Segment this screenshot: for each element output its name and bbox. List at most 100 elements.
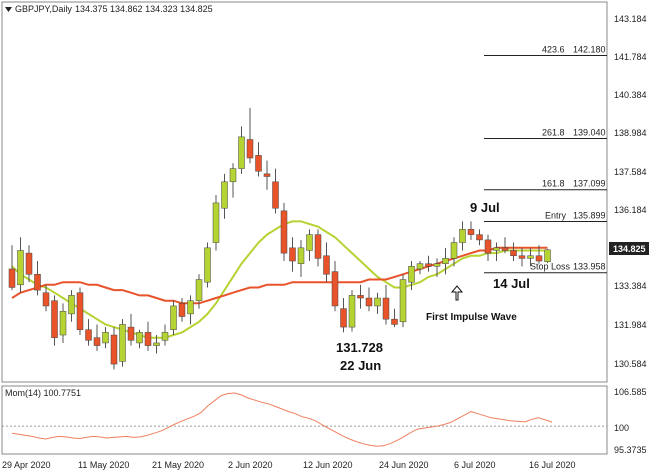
candle [433, 258, 441, 277]
date-tick-7: 6 Jul 2020 [454, 460, 496, 470]
candle [399, 274, 407, 328]
date-tick-3: 21 May 2020 [152, 460, 204, 470]
fib-price: 142.180 [573, 45, 606, 55]
fibonacci-levels: 423.6 142.180 261.8 139.040 161.8 137.099 Entr… [484, 45, 607, 274]
candle [204, 242, 211, 288]
candle [170, 300, 177, 336]
candle-body [391, 318, 398, 325]
candle-body [544, 249, 551, 262]
candle-body [272, 181, 279, 209]
date-tick-8: 16 Jul 2020 [529, 460, 576, 470]
candle [289, 237, 296, 272]
price-tick-2: 141.784 [614, 52, 647, 62]
candle-body [408, 266, 415, 283]
momentum-line [2, 392, 607, 447]
collapse-triangle-icon[interactable] [5, 7, 12, 12]
moving-averages [11, 220, 548, 339]
candle-body [433, 263, 441, 267]
candle-body [51, 300, 58, 338]
candle-body [306, 234, 313, 251]
candle [484, 234, 492, 262]
candle-body [501, 247, 509, 251]
candle [459, 221, 466, 251]
candle-body [493, 247, 500, 251]
candle-body [221, 181, 228, 209]
candle-body [212, 202, 220, 243]
candle [17, 237, 24, 293]
candle [42, 284, 50, 312]
price-tick-6: 136.184 [614, 205, 647, 215]
candle [518, 247, 526, 267]
candle [195, 274, 203, 309]
jul14-annotation: 14 Jul [493, 276, 530, 291]
candle [212, 195, 220, 251]
momentum-pane-frame [1, 385, 608, 455]
candle-body [102, 332, 109, 344]
candle-body [76, 292, 84, 330]
candle-body [153, 342, 160, 346]
candle-body [68, 295, 75, 315]
fib-price: 135.899 [573, 210, 606, 220]
candle [93, 324, 101, 351]
candle-body [17, 250, 24, 286]
candle [314, 229, 322, 267]
candle-body [144, 332, 152, 346]
candle [527, 247, 534, 267]
candle [306, 229, 313, 262]
candle-body [110, 334, 118, 365]
candle-body [127, 326, 135, 341]
price-tick-9: 130.584 [614, 359, 647, 369]
candle-body [263, 173, 271, 177]
candle [340, 298, 347, 333]
candle [153, 335, 160, 354]
candle [51, 295, 58, 346]
momentum-series [11, 392, 553, 447]
candle [348, 290, 356, 332]
price-tick-7: 133.384 [614, 281, 647, 291]
candle [365, 287, 373, 312]
low-price-annotation: 131.728 [336, 340, 383, 355]
date-tick-2: 11 May 2020 [78, 460, 129, 470]
price-tick-1: 143.184 [614, 14, 647, 24]
candle [110, 327, 118, 370]
price-tick-8: 131.984 [614, 320, 647, 330]
candle-body [161, 332, 169, 341]
candle [263, 160, 271, 190]
candle-body [280, 210, 288, 254]
candle-body [85, 329, 92, 341]
price-tick-3: 140.384 [614, 90, 647, 100]
candle-body [178, 303, 186, 317]
price-tick-5: 137.584 [614, 167, 647, 177]
candle [476, 229, 483, 246]
momentum-tick-top: 106.585 [614, 387, 647, 397]
candle-body [42, 292, 50, 307]
candle [136, 329, 143, 349]
candle-body [510, 250, 517, 257]
current-price-label: 134.825 [613, 244, 646, 254]
candle [25, 245, 33, 283]
candle-body [450, 242, 458, 259]
candle-body [187, 300, 194, 315]
candle [272, 168, 279, 214]
symbol-label: GBPJPY,Daily [15, 4, 72, 14]
candle-body [416, 263, 424, 270]
low-date-annotation: 22 Jun [340, 358, 381, 373]
candle [357, 284, 364, 309]
candle [382, 284, 390, 325]
candle-body [382, 297, 390, 320]
candle-body [323, 255, 330, 275]
candle-body [246, 139, 254, 159]
candle [416, 261, 424, 275]
candle [59, 303, 67, 343]
candle-body [399, 279, 407, 323]
date-axis: 29 Apr 2020 11 May 2020 21 May 2020 2 Ju… [2, 460, 576, 470]
candle [144, 321, 152, 351]
candle [331, 261, 339, 312]
candle-body [331, 271, 339, 307]
candle-body [255, 155, 262, 172]
candle-body [459, 229, 466, 243]
candle [280, 202, 288, 262]
candle [544, 248, 551, 264]
